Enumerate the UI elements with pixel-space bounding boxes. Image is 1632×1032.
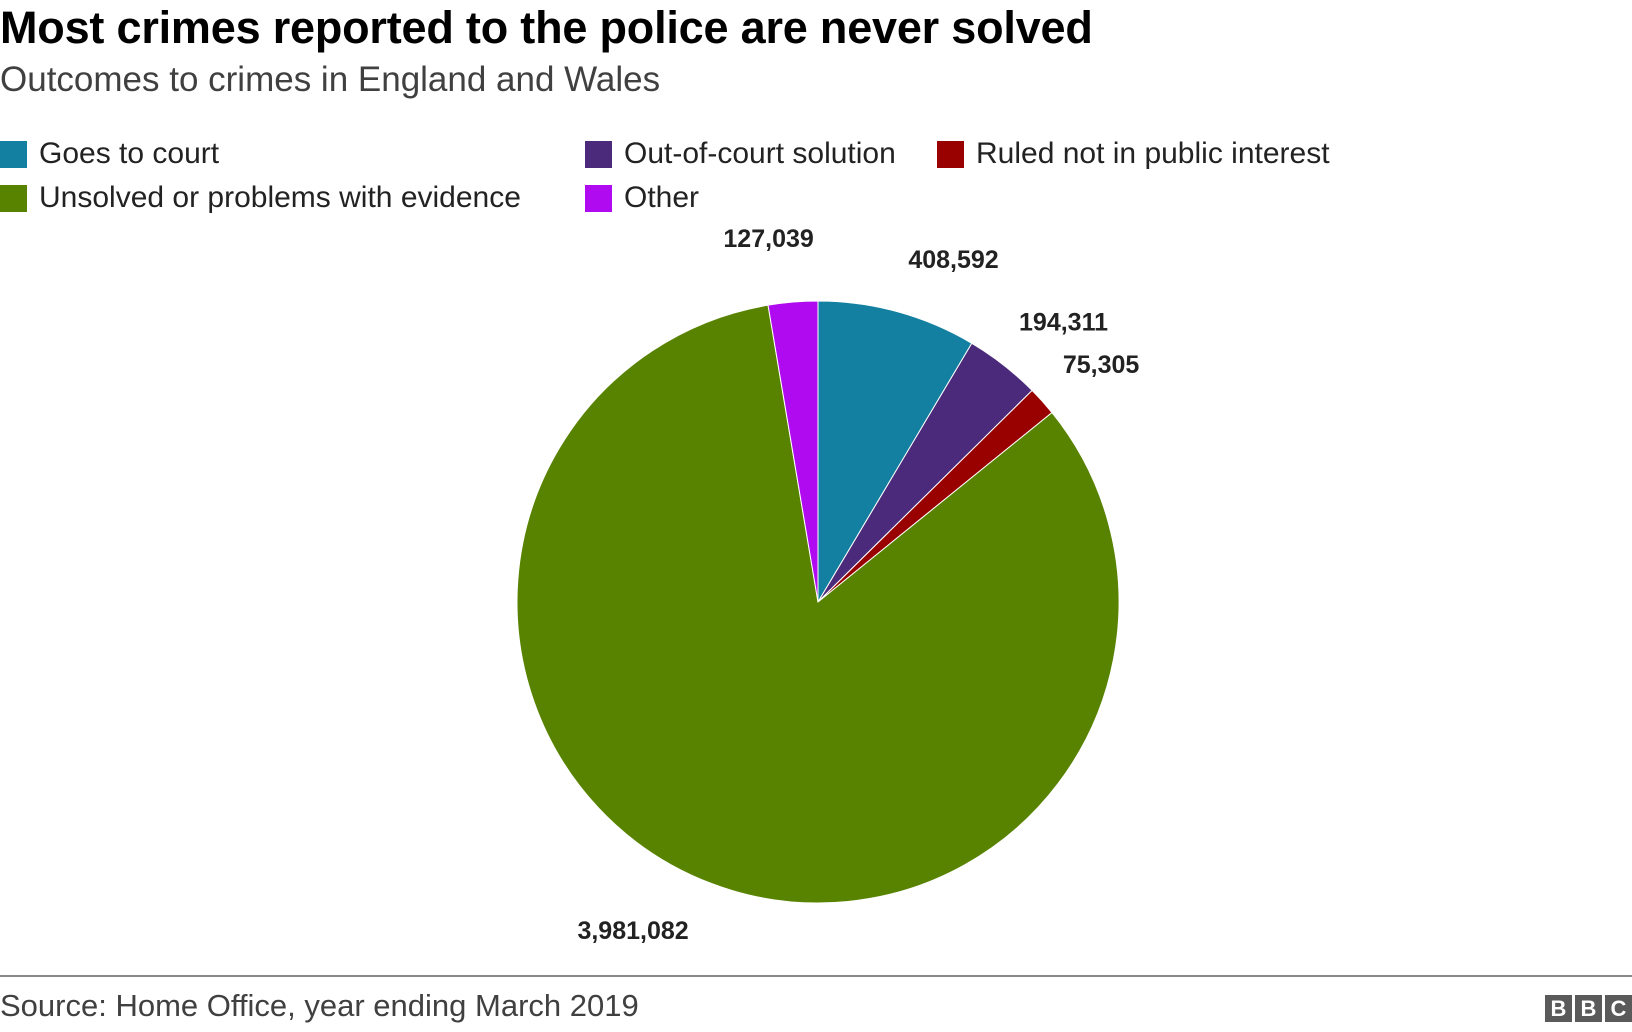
legend-item-out-of-court: Out-of-court solution — [585, 136, 896, 172]
chart-subtitle: Outcomes to crimes in England and Wales — [0, 60, 661, 99]
footer-divider — [0, 975, 1632, 977]
logo-letter: C — [1605, 995, 1632, 1022]
legend-label: Unsolved or problems with evidence — [39, 181, 521, 214]
pie-data-label: 194,311 — [1019, 309, 1108, 337]
legend-label: Goes to court — [39, 137, 220, 170]
pie-chart: 408,592 194,311 75,305 3,981,082 127,039 — [516, 225, 1140, 945]
legend-swatch — [0, 140, 27, 168]
pie-data-label: 3,981,082 — [577, 917, 688, 945]
bbc-logo: B B C — [1545, 995, 1632, 1022]
pie-slice-unsolved-or-problems-with-evidence — [516, 304, 1120, 904]
logo-letter: B — [1545, 995, 1572, 1022]
legend-item-unsolved: Unsolved or problems with evidence — [0, 180, 521, 216]
legend-swatch — [585, 140, 612, 168]
pie-data-label: 408,592 — [908, 246, 998, 274]
legend-swatch — [0, 184, 27, 212]
pie-slice-other — [767, 300, 819, 603]
pie-data-label: 75,305 — [1063, 351, 1140, 379]
legend-label: Ruled not in public interest — [976, 137, 1330, 170]
pie-slice-goes-to-court — [817, 300, 973, 604]
legend-item-goes-to-court: Goes to court — [0, 136, 219, 172]
pie-data-label: 127,039 — [723, 225, 813, 253]
legend-swatch — [585, 184, 612, 212]
chart-title: Most crimes reported to the police are n… — [0, 2, 1093, 53]
logo-letter: B — [1575, 995, 1602, 1022]
legend-label: Other — [624, 181, 700, 214]
source-note: Source: Home Office, year ending March 2… — [0, 988, 639, 1023]
legend-item-other: Other — [585, 180, 699, 216]
legend-swatch — [937, 140, 964, 168]
legend-label: Out-of-court solution — [624, 137, 896, 170]
legend-item-not-public-interest: Ruled not in public interest — [937, 136, 1330, 172]
